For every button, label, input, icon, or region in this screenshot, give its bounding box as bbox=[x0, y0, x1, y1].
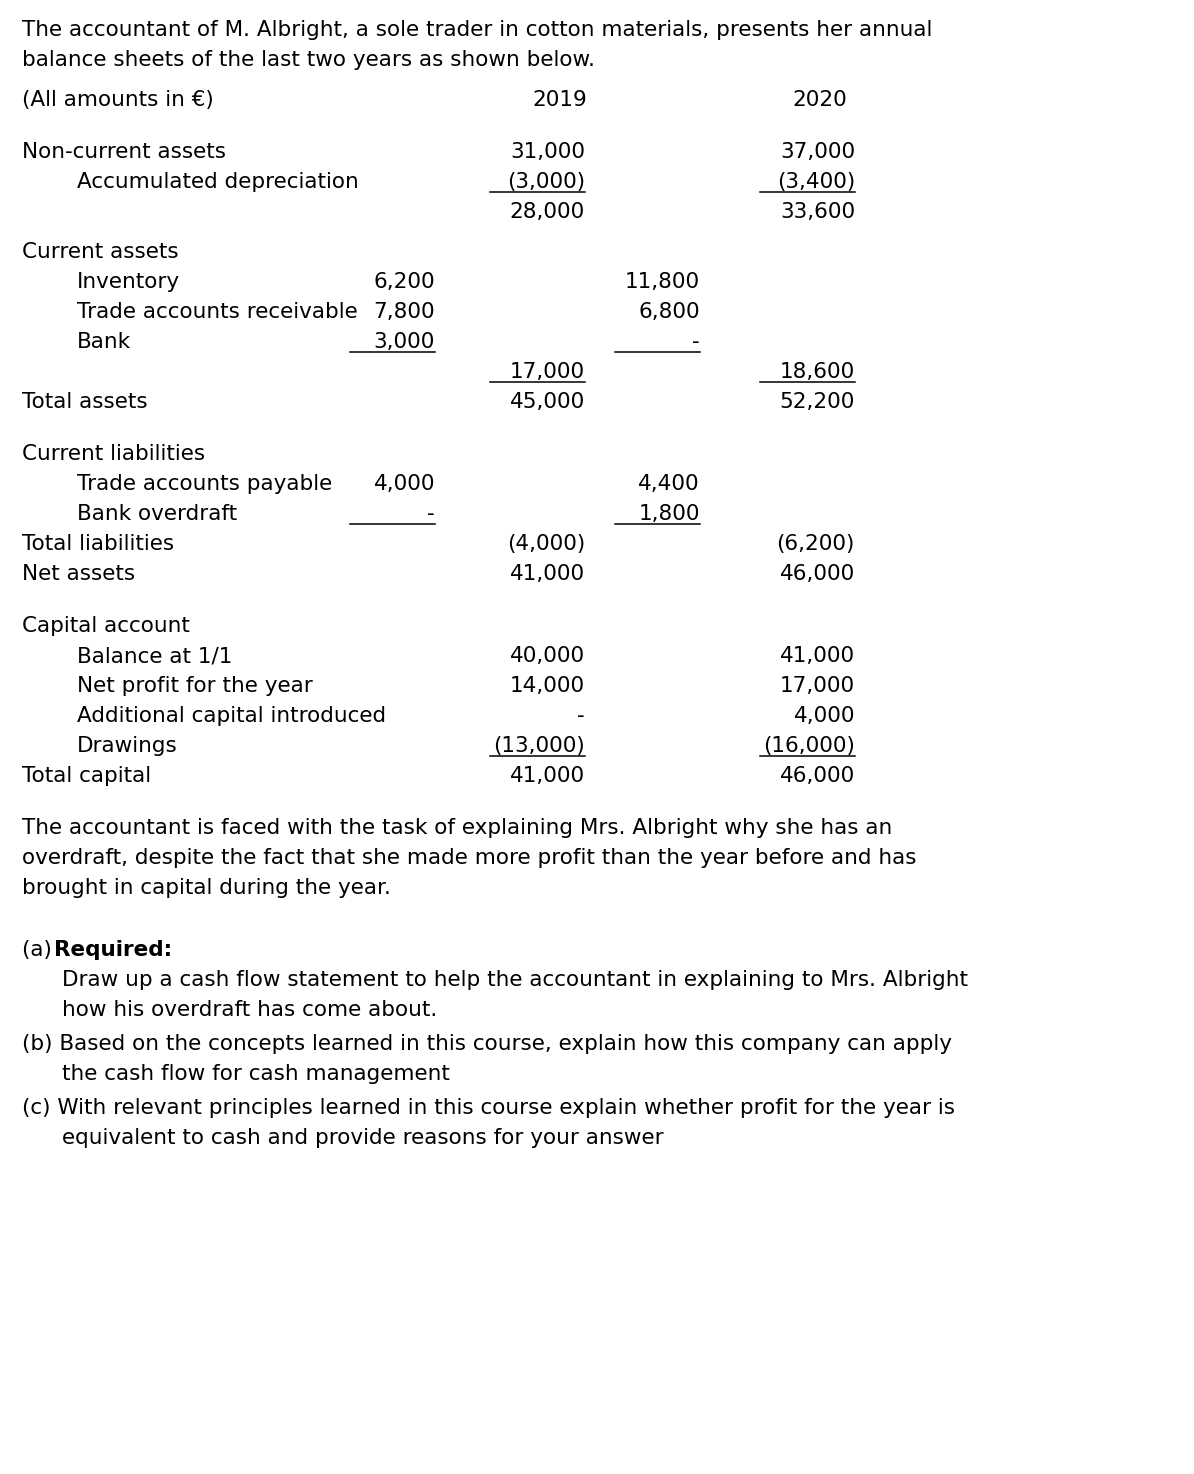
Text: Bank overdraft: Bank overdraft bbox=[76, 504, 238, 523]
Text: -: - bbox=[693, 332, 700, 352]
Text: how his overdraft has come about.: how his overdraft has come about. bbox=[62, 999, 437, 1020]
Text: The accountant of M. Albright, a sole trader in cotton materials, presents her a: The accountant of M. Albright, a sole tr… bbox=[21, 21, 933, 40]
Text: 18,600: 18,600 bbox=[780, 363, 855, 382]
Text: 28,000: 28,000 bbox=[510, 202, 585, 223]
Text: balance sheets of the last two years as shown below.: balance sheets of the last two years as … bbox=[21, 50, 595, 69]
Text: Inventory: Inventory bbox=[76, 273, 180, 292]
Text: the cash flow for cash management: the cash flow for cash management bbox=[62, 1064, 450, 1083]
Text: 6,800: 6,800 bbox=[639, 302, 700, 321]
Text: 31,000: 31,000 bbox=[510, 142, 585, 162]
Text: 1,800: 1,800 bbox=[639, 504, 700, 523]
Text: Trade accounts payable: Trade accounts payable bbox=[76, 475, 332, 494]
Text: -: - bbox=[578, 706, 585, 727]
Text: brought in capital during the year.: brought in capital during the year. bbox=[21, 879, 390, 898]
Text: 17,000: 17,000 bbox=[780, 677, 855, 696]
Text: 2019: 2019 bbox=[533, 90, 587, 111]
Text: equivalent to cash and provide reasons for your answer: equivalent to cash and provide reasons f… bbox=[62, 1128, 664, 1148]
Text: 17,000: 17,000 bbox=[510, 363, 585, 382]
Text: (All amounts in €): (All amounts in €) bbox=[21, 90, 214, 111]
Text: 41,000: 41,000 bbox=[510, 766, 585, 786]
Text: Net profit for the year: Net profit for the year bbox=[76, 677, 313, 696]
Text: Net assets: Net assets bbox=[21, 565, 135, 584]
Text: (4,000): (4,000) bbox=[506, 534, 585, 554]
Text: (6,200): (6,200) bbox=[776, 534, 855, 554]
Text: Accumulated depreciation: Accumulated depreciation bbox=[76, 172, 358, 192]
Text: 45,000: 45,000 bbox=[510, 392, 585, 413]
Text: Total capital: Total capital bbox=[21, 766, 152, 786]
Text: Current assets: Current assets bbox=[21, 242, 179, 262]
Text: Capital account: Capital account bbox=[21, 616, 190, 635]
Text: Bank: Bank bbox=[76, 332, 131, 352]
Text: (b) Based on the concepts learned in this course, explain how this company can a: (b) Based on the concepts learned in thi… bbox=[21, 1033, 952, 1054]
Text: 3,000: 3,000 bbox=[374, 332, 435, 352]
Text: 41,000: 41,000 bbox=[780, 646, 855, 666]
Text: 6,200: 6,200 bbox=[374, 273, 435, 292]
Text: (c) With relevant principles learned in this course explain whether profit for t: (c) With relevant principles learned in … bbox=[21, 1098, 955, 1117]
Text: 4,000: 4,000 bbox=[374, 475, 435, 494]
Text: (a): (a) bbox=[21, 940, 59, 960]
Text: overdraft, despite the fact that she made more profit than the year before and h: overdraft, despite the fact that she mad… bbox=[21, 848, 917, 868]
Text: Draw up a cash flow statement to help the accountant in explaining to Mrs. Albri: Draw up a cash flow statement to help th… bbox=[62, 970, 968, 991]
Text: Drawings: Drawings bbox=[76, 736, 178, 756]
Text: Required:: Required: bbox=[54, 940, 172, 960]
Text: 11,800: 11,800 bbox=[624, 273, 700, 292]
Text: 40,000: 40,000 bbox=[510, 646, 585, 666]
Text: 41,000: 41,000 bbox=[510, 565, 585, 584]
Text: 46,000: 46,000 bbox=[780, 766, 855, 786]
Text: 4,400: 4,400 bbox=[639, 475, 700, 494]
Text: Non-current assets: Non-current assets bbox=[21, 142, 226, 162]
Text: The accountant is faced with the task of explaining Mrs. Albright why she has an: The accountant is faced with the task of… bbox=[21, 818, 892, 839]
Text: 14,000: 14,000 bbox=[510, 677, 585, 696]
Text: -: - bbox=[427, 504, 435, 523]
Text: 46,000: 46,000 bbox=[780, 565, 855, 584]
Text: 7,800: 7,800 bbox=[374, 302, 435, 321]
Text: 52,200: 52,200 bbox=[780, 392, 855, 413]
Text: (13,000): (13,000) bbox=[493, 736, 585, 756]
Text: Total liabilities: Total liabilities bbox=[21, 534, 174, 554]
Text: 4,000: 4,000 bbox=[794, 706, 855, 727]
Text: 33,600: 33,600 bbox=[780, 202, 855, 223]
Text: 37,000: 37,000 bbox=[780, 142, 855, 162]
Text: (3,400): (3,400) bbox=[777, 172, 855, 192]
Text: (3,000): (3,000) bbox=[507, 172, 585, 192]
Text: (16,000): (16,000) bbox=[763, 736, 855, 756]
Text: Total assets: Total assets bbox=[21, 392, 148, 413]
Text: Balance at 1/1: Balance at 1/1 bbox=[76, 646, 233, 666]
Text: Additional capital introduced: Additional capital introduced bbox=[76, 706, 386, 727]
Text: Trade accounts receivable: Trade accounts receivable bbox=[76, 302, 358, 321]
Text: 2020: 2020 bbox=[793, 90, 848, 111]
Text: Current liabilities: Current liabilities bbox=[21, 444, 205, 464]
